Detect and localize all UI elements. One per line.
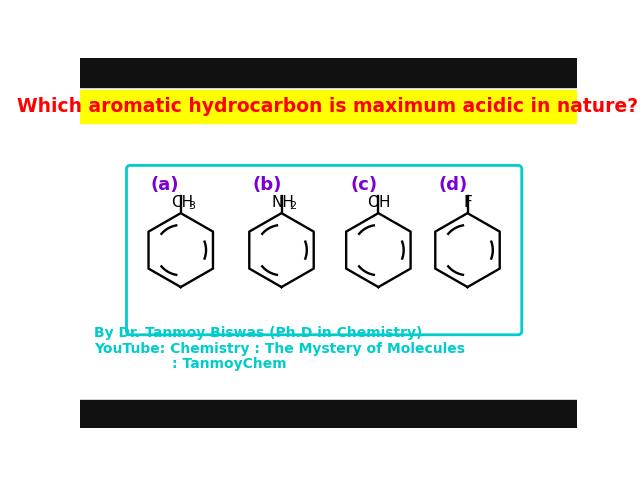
FancyBboxPatch shape xyxy=(127,166,522,335)
Text: OH: OH xyxy=(367,195,390,210)
Text: (a): (a) xyxy=(151,176,179,193)
Text: F: F xyxy=(463,195,472,210)
Text: By Dr. Tanmoy Biswas (Ph.D in Chemistry): By Dr. Tanmoy Biswas (Ph.D in Chemistry) xyxy=(94,326,422,340)
Text: YouTube: Chemistry : The Mystery of Molecules: YouTube: Chemistry : The Mystery of Mole… xyxy=(94,342,465,356)
Text: CH: CH xyxy=(172,195,193,210)
Text: Which aromatic hydrocarbon is maximum acidic in nature?: Which aromatic hydrocarbon is maximum ac… xyxy=(17,96,639,116)
Text: 2: 2 xyxy=(289,201,296,211)
Text: NH: NH xyxy=(271,195,294,210)
Text: (c): (c) xyxy=(350,176,377,193)
Text: (b): (b) xyxy=(253,176,282,193)
Text: (d): (d) xyxy=(439,176,468,193)
Text: 3: 3 xyxy=(188,201,195,211)
Text: : TanmoyChem: : TanmoyChem xyxy=(94,357,287,371)
